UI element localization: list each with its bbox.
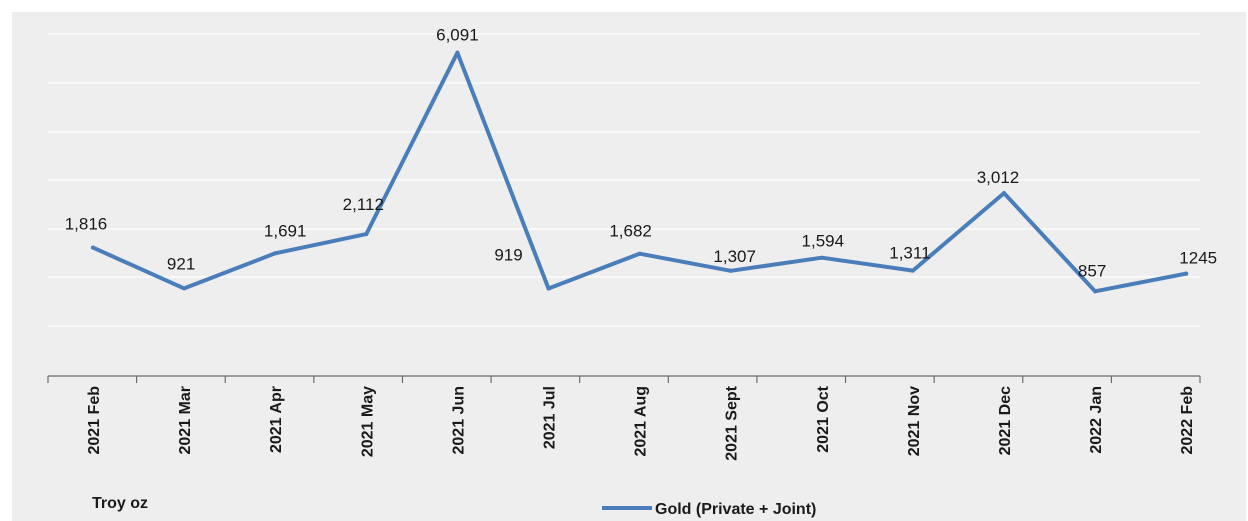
data-point <box>1093 289 1098 294</box>
category-label: 2021 Jun <box>450 386 467 454</box>
category-label: 2021 Nov <box>906 386 923 456</box>
data-point <box>364 232 369 237</box>
category-label: 2021 Oct <box>815 385 832 452</box>
data-point <box>1002 191 1006 196</box>
category-label: 2021 Apr <box>268 386 285 453</box>
data-label: 857 <box>1078 261 1106 280</box>
data-label: 1,311 <box>889 244 930 263</box>
data-label: 1,691 <box>264 221 307 240</box>
data-label: 1,307 <box>713 247 756 266</box>
unit-label: Troy oz <box>92 495 148 512</box>
category-label: 2021 Dec <box>997 386 1014 455</box>
data-point <box>637 251 642 256</box>
data-label: 919 <box>494 245 522 264</box>
category-label: 2022 Jan <box>1088 386 1105 454</box>
series-group <box>91 50 1189 294</box>
data-point <box>91 245 95 250</box>
data-point <box>728 268 733 273</box>
x-axis <box>47 375 1201 383</box>
legend: Gold (Private + Joint) <box>602 501 816 518</box>
data-label: 1,682 <box>609 222 652 241</box>
data-label: 1245 <box>1179 249 1217 268</box>
data-point <box>182 286 187 291</box>
data-point <box>455 50 460 55</box>
data-label: 1,816 <box>65 215 108 234</box>
data-point <box>1184 271 1189 276</box>
category-label: 2021 Feb <box>86 386 103 455</box>
gridlines <box>48 33 1200 327</box>
data-point <box>819 255 824 260</box>
data-label: 6,091 <box>436 26 479 45</box>
category-label: 2021 Sept <box>724 385 741 460</box>
category-label: 2021 May <box>359 386 376 457</box>
chart-area <box>12 12 1246 521</box>
legend-label: Gold (Private + Joint) <box>655 501 816 518</box>
category-label: 2021 Jul <box>542 386 559 449</box>
data-point <box>546 286 551 291</box>
data-point <box>910 268 915 273</box>
data-point <box>273 251 278 256</box>
data-label: 3,012 <box>977 168 1020 187</box>
data-label: 1,594 <box>802 232 845 251</box>
data-label: 2,112 <box>343 195 384 214</box>
data-labels: 1,816 921 1,691 2,112 6,091 919 1,682 1,307 1,59… <box>65 26 1217 281</box>
category-label: 2021 Aug <box>633 386 650 457</box>
data-label: 921 <box>167 254 195 273</box>
category-label: 2021 Mar <box>177 386 194 455</box>
category-label: 2022 Feb <box>1179 386 1196 455</box>
category-labels: 2021 Feb 2021 Mar 2021 Apr 2021 May 2021 Jun… <box>86 385 1196 460</box>
